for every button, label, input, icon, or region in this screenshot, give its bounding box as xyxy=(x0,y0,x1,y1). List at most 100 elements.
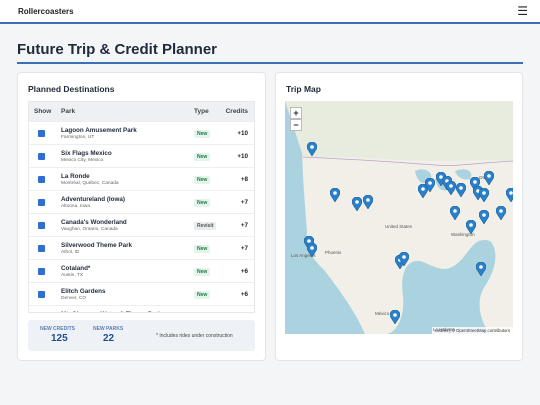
card-title: Trip Map xyxy=(286,84,321,94)
map-pin[interactable] xyxy=(476,262,486,276)
map-pin[interactable] xyxy=(390,310,400,324)
map-pin[interactable] xyxy=(418,184,428,198)
park-location: Mexico City, Mexico xyxy=(61,158,104,163)
table-row: Adventureland (Iowa) Altoona, Iowa New +7 xyxy=(29,190,254,213)
park-location: Montréal, Québec, Canada xyxy=(61,181,119,186)
map-pin[interactable] xyxy=(470,177,480,191)
note: * Includes rides under construction xyxy=(156,333,233,339)
card-title: Planned Destinations xyxy=(28,84,115,94)
map-pin[interactable] xyxy=(479,188,489,202)
table-row: Cotaland* Austin, TX New +6 xyxy=(29,259,254,282)
map-pin[interactable] xyxy=(496,206,506,220)
map-label: Washington xyxy=(451,232,475,237)
navbar: Rollercoasters ☰ xyxy=(0,0,540,24)
park-name: Lagoon Amusement Park xyxy=(61,127,137,134)
table-row: Elitch Gardens Denver, CO New +6 xyxy=(29,282,254,305)
map-pin[interactable] xyxy=(446,181,456,195)
column-header: Show xyxy=(34,108,52,115)
zoom-in[interactable]: + xyxy=(290,107,302,119)
type-badge: New xyxy=(194,245,211,253)
park-location: Farmington, UT xyxy=(61,135,95,140)
park-location: Austin, TX xyxy=(61,273,84,278)
park-name: Silverwood Theme Park xyxy=(61,242,133,249)
type-badge: New xyxy=(194,130,211,138)
park-name: Elitch Gardens xyxy=(61,288,106,295)
zoom-out[interactable]: − xyxy=(290,119,302,131)
park-name: La Ronde xyxy=(61,173,90,180)
table-row: Silverwood Theme Park Athol, ID New +7 xyxy=(29,236,254,259)
type-badge: New xyxy=(194,268,211,276)
credits: +7 xyxy=(240,245,248,252)
park-location: Vaughan, Ontario, Canada xyxy=(61,227,118,232)
checkbox[interactable] xyxy=(38,245,45,252)
column-header: Type xyxy=(194,108,209,115)
table-row: Canada's Wonderland Vaughan, Ontario, Can… xyxy=(29,213,254,236)
attribution: Leaflet | © OpenStreetMap contributors xyxy=(432,327,513,334)
checkbox[interactable] xyxy=(38,130,45,137)
checkbox[interactable] xyxy=(38,222,45,229)
credits: +7 xyxy=(240,199,248,206)
map-pin[interactable] xyxy=(506,188,513,202)
map-pin[interactable] xyxy=(450,206,460,220)
map-pin[interactable] xyxy=(484,171,494,185)
type-badge: New xyxy=(194,199,211,207)
map-pin[interactable] xyxy=(307,142,317,156)
table-row: La Ronde Montréal, Québec, Canada New +8 xyxy=(29,167,254,190)
stats-box: NEW CREDITS 125 NEW PARKS 22 * Includes … xyxy=(28,320,255,351)
type-badge: New xyxy=(194,176,211,184)
map-pin[interactable] xyxy=(466,220,476,234)
map-label: La Habana xyxy=(433,327,456,332)
park-name: Six Flags Mexico xyxy=(61,150,112,157)
map-label: México xyxy=(375,311,390,316)
park-location: Athol, ID xyxy=(61,250,80,255)
park-location: Denver, CO xyxy=(61,296,87,301)
title-rule xyxy=(17,62,523,64)
table-row: Six Flags Mexico Mexico City, Mexico New +1… xyxy=(29,144,254,167)
checkbox[interactable] xyxy=(38,199,45,206)
type-badge: New xyxy=(194,291,211,299)
map-pin[interactable] xyxy=(399,252,409,266)
map-pin[interactable] xyxy=(352,197,362,211)
park-name: Cotaland* xyxy=(61,265,91,272)
map-label: Los Angeles xyxy=(291,253,316,258)
credits: +7 xyxy=(240,222,248,229)
map-label: Phoenix xyxy=(325,250,342,255)
map-pin[interactable] xyxy=(456,183,466,197)
map-pin[interactable] xyxy=(425,178,435,192)
menu-button[interactable]: ☰ xyxy=(517,4,528,18)
park-name: Adventureland (Iowa) xyxy=(61,196,126,203)
destinations-table: Show Park Type Credits Lagoon Amusement Park… xyxy=(28,101,255,313)
table-row: Mt. Olympus Water & Theme Park xyxy=(29,305,254,312)
map-pin[interactable] xyxy=(330,188,340,202)
credits: +8 xyxy=(240,176,248,183)
stat-label: NEW CREDITS xyxy=(40,326,75,332)
credits: +10 xyxy=(237,130,248,137)
map[interactable]: + − Leaflet | © OpenStreetMap contributo… xyxy=(285,101,513,334)
checkbox[interactable] xyxy=(38,268,45,275)
checkbox[interactable] xyxy=(38,291,45,298)
map-pin[interactable] xyxy=(363,195,373,209)
table-row: Lagoon Amusement Park Farmington, UT New +1… xyxy=(29,121,254,144)
stat-label: NEW PARKS xyxy=(93,326,124,332)
checkbox[interactable] xyxy=(38,176,45,183)
type-badge: New xyxy=(194,153,211,161)
map-label: United States xyxy=(385,224,413,229)
table-header: Show Park Type Credits xyxy=(29,102,254,121)
stat-value: 22 xyxy=(103,333,115,344)
brand[interactable]: Rollercoasters xyxy=(18,7,74,16)
map-pin[interactable] xyxy=(307,243,317,257)
checkbox[interactable] xyxy=(38,153,45,160)
map-base xyxy=(285,101,513,334)
credits: +6 xyxy=(240,268,248,275)
park-location: Altoona, Iowa xyxy=(61,204,91,209)
park-name: Canada's Wonderland xyxy=(61,219,127,226)
column-header: Credits xyxy=(225,108,248,115)
stat-value: 125 xyxy=(51,333,68,344)
park-name: Mt. Olympus Water & Theme Park xyxy=(61,311,162,312)
credits: +6 xyxy=(240,291,248,298)
column-header: Park xyxy=(61,108,76,115)
type-badge: Revisit xyxy=(194,222,217,230)
map-pin[interactable] xyxy=(479,210,489,224)
credits: +10 xyxy=(237,153,248,160)
